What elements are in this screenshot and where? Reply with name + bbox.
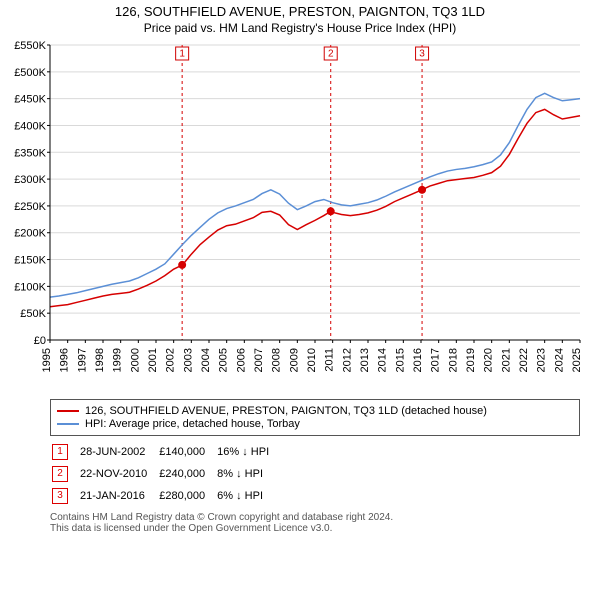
svg-text:2009: 2009: [288, 348, 300, 372]
event-marker-cell: 2: [52, 464, 78, 484]
svg-text:1: 1: [179, 49, 185, 60]
legend: 126, SOUTHFIELD AVENUE, PRESTON, PAIGNTO…: [50, 399, 580, 436]
svg-text:2014: 2014: [377, 348, 389, 372]
svg-text:2: 2: [328, 49, 334, 60]
event-date: 22-NOV-2010: [80, 464, 157, 484]
svg-text:2004: 2004: [200, 348, 212, 372]
svg-text:2003: 2003: [182, 348, 194, 372]
svg-text:2013: 2013: [359, 348, 371, 372]
footer-line2: This data is licensed under the Open Gov…: [50, 523, 580, 534]
svg-text:£100K: £100K: [14, 281, 46, 293]
event-marker-icon: 2: [52, 466, 68, 482]
event-price: £140,000: [159, 442, 215, 462]
svg-text:2007: 2007: [253, 348, 265, 372]
chart-title-line1: 126, SOUTHFIELD AVENUE, PRESTON, PAIGNTO…: [0, 4, 600, 19]
svg-text:2015: 2015: [394, 348, 406, 372]
svg-text:2020: 2020: [483, 348, 495, 372]
svg-text:2018: 2018: [447, 348, 459, 372]
events-table: 1 28-JUN-2002£140,00016% ↓ HPI 2 22-NOV-201…: [50, 440, 281, 508]
legend-label: 126, SOUTHFIELD AVENUE, PRESTON, PAIGNTO…: [85, 405, 487, 417]
svg-text:£0: £0: [34, 335, 46, 347]
svg-text:£50K: £50K: [20, 308, 46, 320]
svg-text:2011: 2011: [324, 348, 336, 372]
legend-label: HPI: Average price, detached house, Torb…: [85, 418, 300, 430]
svg-text:1996: 1996: [59, 348, 71, 372]
svg-text:1997: 1997: [76, 348, 88, 372]
svg-text:£500K: £500K: [14, 67, 46, 79]
svg-text:2000: 2000: [129, 348, 141, 372]
svg-text:2024: 2024: [553, 348, 565, 372]
event-price: £240,000: [159, 464, 215, 484]
svg-text:1999: 1999: [112, 348, 124, 372]
svg-text:£550K: £550K: [14, 40, 46, 52]
svg-text:2005: 2005: [218, 348, 230, 372]
svg-text:1998: 1998: [94, 348, 106, 372]
legend-swatch: [57, 410, 79, 412]
event-price: £280,000: [159, 486, 215, 506]
svg-text:2025: 2025: [571, 348, 583, 372]
event-row: 1 28-JUN-2002£140,00016% ↓ HPI: [52, 442, 279, 462]
event-date: 21-JAN-2016: [80, 486, 157, 506]
svg-text:£450K: £450K: [14, 94, 46, 106]
svg-text:£150K: £150K: [14, 255, 46, 267]
legend-swatch: [57, 423, 79, 425]
svg-text:£200K: £200K: [14, 228, 46, 240]
svg-text:2006: 2006: [235, 348, 247, 372]
svg-text:£300K: £300K: [14, 174, 46, 186]
event-marker-icon: 1: [52, 444, 68, 460]
legend-item: 126, SOUTHFIELD AVENUE, PRESTON, PAIGNTO…: [57, 405, 573, 417]
svg-text:2008: 2008: [271, 348, 283, 372]
svg-text:£350K: £350K: [14, 147, 46, 159]
event-delta: 6% ↓ HPI: [217, 486, 279, 506]
svg-text:2021: 2021: [500, 348, 512, 372]
svg-text:1995: 1995: [41, 348, 53, 372]
svg-text:2010: 2010: [306, 348, 318, 372]
svg-text:£250K: £250K: [14, 201, 46, 213]
event-delta: 16% ↓ HPI: [217, 442, 279, 462]
chart-title-line2: Price paid vs. HM Land Registry's House …: [0, 21, 600, 35]
svg-text:2023: 2023: [536, 348, 548, 372]
event-marker-cell: 3: [52, 486, 78, 506]
svg-text:£400K: £400K: [14, 120, 46, 132]
event-delta: 8% ↓ HPI: [217, 464, 279, 484]
svg-text:2019: 2019: [465, 348, 477, 372]
event-row: 3 21-JAN-2016£280,0006% ↓ HPI: [52, 486, 279, 506]
svg-text:2012: 2012: [341, 348, 353, 372]
price-chart: £0 £50K £100K £150K £200K £250K £300K £350K £400…: [0, 35, 600, 395]
svg-text:2016: 2016: [412, 348, 424, 372]
footer-line1: Contains HM Land Registry data © Crown c…: [50, 512, 580, 523]
event-marker-cell: 1: [52, 442, 78, 462]
svg-text:2001: 2001: [147, 348, 159, 372]
event-date: 28-JUN-2002: [80, 442, 157, 462]
footer-attribution: Contains HM Land Registry data © Crown c…: [50, 512, 580, 534]
svg-text:3: 3: [419, 49, 425, 60]
svg-text:2022: 2022: [518, 348, 530, 372]
legend-item: HPI: Average price, detached house, Torb…: [57, 418, 573, 430]
event-marker-icon: 3: [52, 488, 68, 504]
event-row: 2 22-NOV-2010£240,0008% ↓ HPI: [52, 464, 279, 484]
svg-text:2002: 2002: [165, 348, 177, 372]
svg-text:2017: 2017: [430, 348, 442, 372]
